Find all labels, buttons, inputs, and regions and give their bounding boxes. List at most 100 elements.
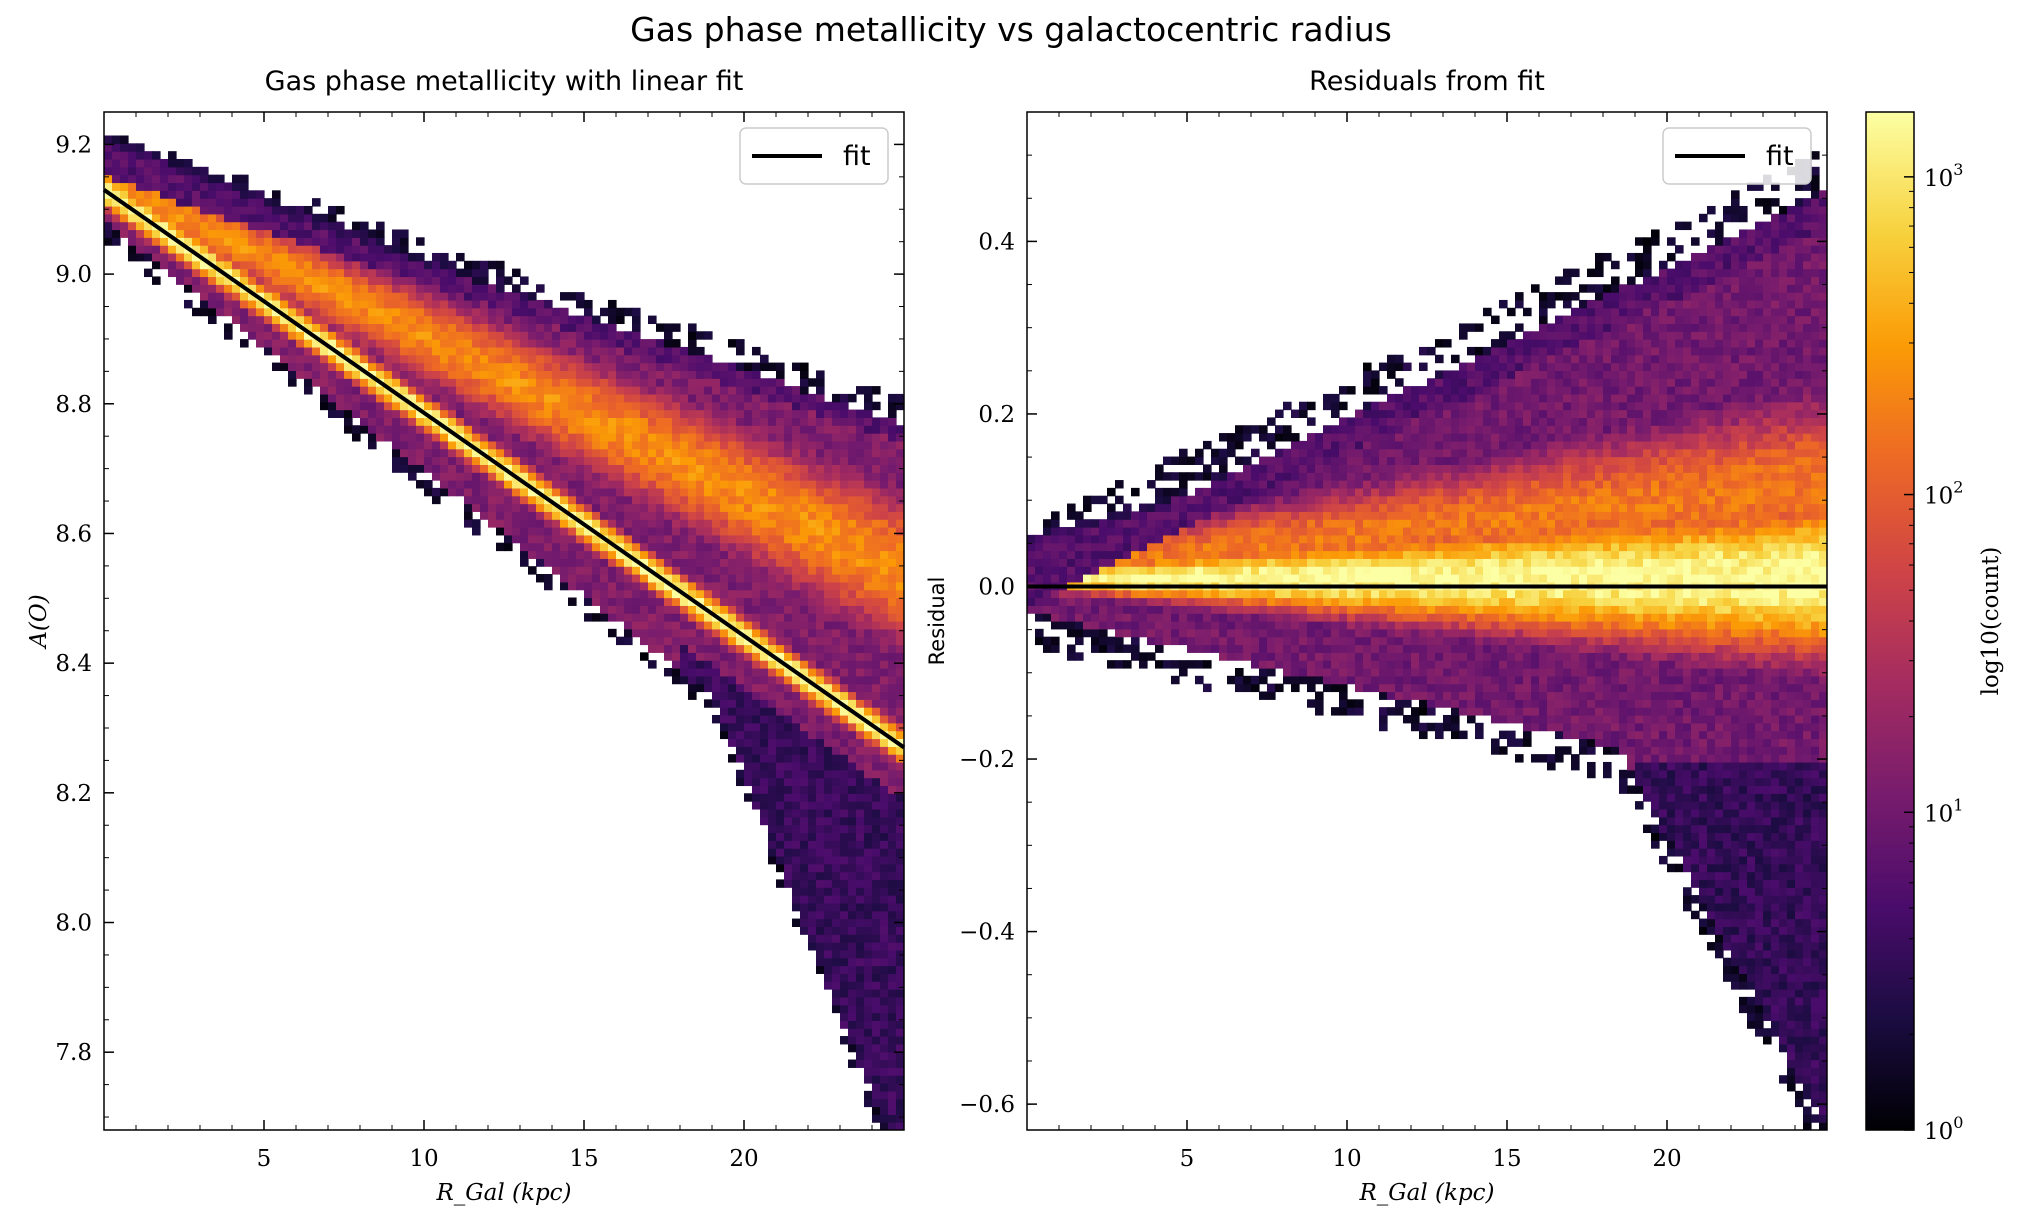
left-heatmap-cell [416, 331, 425, 340]
left-heatmap-cell [184, 182, 193, 191]
left-heatmap-cell [632, 487, 641, 497]
left-heatmap-cell [704, 550, 713, 559]
left-heatmap-cell [848, 480, 857, 489]
left-heatmap-cell [816, 378, 825, 387]
left-heatmap-cell [176, 174, 185, 184]
left-heatmap-cell [736, 589, 745, 599]
left-heatmap-cell [272, 205, 281, 215]
left-heatmap-cell [488, 315, 497, 325]
left-heatmap-cell [784, 558, 793, 567]
left-heatmap-cell [496, 425, 505, 434]
left-heatmap-cell [384, 354, 393, 364]
left-heatmap-cell [424, 331, 433, 340]
left-heatmap-cell [224, 221, 233, 231]
left-heatmap-cell [456, 346, 465, 356]
left-heatmap-cell [880, 566, 889, 575]
left-heatmap-cell [816, 503, 825, 512]
left-heatmap-cell [760, 386, 769, 395]
left-heatmap-cell [368, 260, 377, 270]
left-heatmap-cell [440, 315, 449, 325]
right-heatmap-cell [1187, 558, 1196, 567]
left-heatmap-cell [296, 205, 305, 215]
left-heatmap-cell [472, 268, 481, 278]
left-heatmap-cell [640, 393, 649, 403]
left-heatmap-cell [560, 378, 569, 387]
left-heatmap-cell [736, 527, 745, 536]
left-heatmap-cell [104, 229, 113, 238]
left-heatmap-cell [768, 495, 777, 505]
left-heatmap-cell [872, 848, 881, 857]
right-heatmap-cell [1275, 574, 1284, 583]
right-heatmap-cell [1259, 660, 1268, 669]
right-heatmap-cell [1283, 519, 1292, 528]
left-heatmap-cell [880, 910, 889, 920]
left-heatmap-cell [512, 393, 521, 403]
left-heatmap-cell [672, 433, 681, 442]
right-heatmap-cell [1203, 542, 1212, 552]
left-heatmap-cell [496, 401, 505, 411]
left-heatmap-cell [864, 1067, 873, 1076]
right-heatmap-cell [1171, 495, 1180, 505]
left-heatmap-cell [824, 808, 833, 818]
left-heatmap-cell [760, 699, 769, 708]
left-heatmap-cell [648, 339, 657, 348]
left-heatmap-cell [792, 683, 801, 693]
left-heatmap-cell [848, 675, 857, 685]
left-heatmap-cell [728, 714, 737, 724]
left-heatmap-cell [720, 722, 729, 732]
left-heatmap-cell [440, 339, 449, 348]
left-heatmap-cell [496, 440, 505, 450]
right-heatmap-cell [1155, 613, 1164, 622]
left-heatmap-cell [400, 425, 409, 434]
left-heatmap-cell [488, 299, 497, 309]
left-heatmap-cell [600, 542, 609, 552]
left-heatmap-cell [456, 386, 465, 395]
left-heatmap-cell [608, 503, 617, 512]
right-heatmap-cell [1235, 683, 1244, 693]
left-heatmap-cell [216, 245, 225, 254]
right-heatmap-cell [1123, 527, 1132, 536]
right-heatmap-cell [1307, 433, 1316, 442]
left-heatmap-cell [848, 581, 857, 591]
left-heatmap-cell [280, 260, 289, 270]
left-heatmap-cell [824, 926, 833, 935]
left-heatmap-cell [616, 487, 625, 497]
right-heatmap-cell [1315, 534, 1324, 544]
left-heatmap-cell [272, 190, 281, 199]
left-heatmap-cell [800, 621, 809, 630]
left-heatmap-cell [856, 1004, 865, 1014]
left-heatmap-cell [624, 519, 633, 528]
left-heatmap-cell [240, 299, 249, 309]
left-heatmap-cell [704, 581, 713, 591]
left-heatmap-cell [800, 613, 809, 622]
left-heatmap-cell [624, 433, 633, 442]
left-heatmap-cell [624, 456, 633, 465]
left-heatmap-cell [624, 487, 633, 497]
left-heatmap-cell [864, 1051, 873, 1061]
left-heatmap-cell [736, 769, 745, 779]
right-heatmap-cell [1091, 558, 1100, 567]
left-heatmap-cell [624, 566, 633, 575]
left-heatmap-cell [768, 433, 777, 442]
left-heatmap-cell [352, 276, 361, 285]
right-heatmap-cell [1131, 628, 1140, 638]
left-heatmap-cell [808, 519, 817, 528]
right-heatmap-cell [1035, 566, 1044, 575]
left-heatmap-cell [776, 519, 785, 528]
right-heatmap-cell [1099, 589, 1108, 599]
left-heatmap-cell [344, 245, 353, 254]
left-heatmap-cell [648, 542, 657, 552]
left-heatmap-cell [176, 276, 185, 285]
left-heatmap-cell [664, 644, 673, 653]
left-heatmap-cell [408, 362, 417, 372]
left-heatmap-cell [360, 307, 369, 317]
right-heatmap-cell [1155, 566, 1164, 575]
left-heatmap-cell [872, 605, 881, 614]
left-heatmap-cell [544, 487, 553, 497]
right-heatmap-cell [1131, 519, 1140, 528]
left-heatmap-cell [688, 574, 697, 583]
left-heatmap-cell [880, 574, 889, 583]
left-heatmap-cell [832, 550, 841, 559]
left-heatmap-cell [552, 362, 561, 372]
left-heatmap-cell [672, 652, 681, 661]
